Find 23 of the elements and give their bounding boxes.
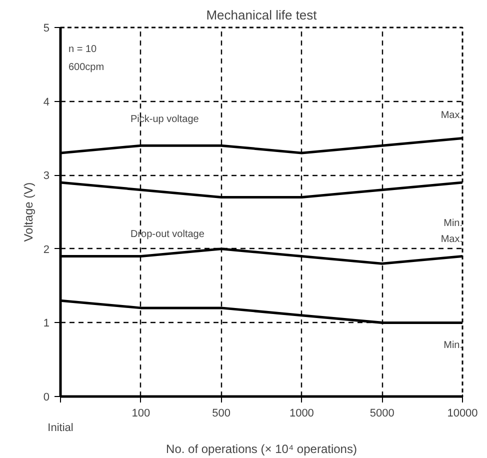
annotation: Max. xyxy=(440,234,462,245)
y-tick-label: 5 xyxy=(43,22,50,34)
y-axis-title: Voltage (V) xyxy=(21,182,36,242)
annotation: n = 10 xyxy=(68,44,98,55)
x-tick-label: 100 xyxy=(132,408,150,420)
annotation: 600cpm xyxy=(68,62,104,73)
annotation: Min. xyxy=(444,218,463,229)
chart-title: Mechanical life test xyxy=(206,8,318,22)
y-tick-label: 3 xyxy=(43,170,50,182)
x-tick-label: 10000 xyxy=(447,408,478,420)
x-tick-label: 1000 xyxy=(289,408,314,420)
annotation: Min. xyxy=(444,340,463,351)
annotation: Max. xyxy=(440,110,462,121)
annotation: Drop-out voltage xyxy=(130,229,205,240)
x-axis-title: No. of operations (× 10⁴ operations) xyxy=(166,442,357,456)
y-tick-label: 4 xyxy=(43,96,50,108)
y-tick-label: 2 xyxy=(43,244,50,256)
x-tick-label: Initial xyxy=(48,422,74,434)
y-tick-label: 1 xyxy=(43,318,50,330)
x-tick-label: 5000 xyxy=(370,408,394,420)
annotation: Pick-up voltage xyxy=(130,114,200,125)
x-tick-label: 500 xyxy=(212,408,230,420)
y-tick-label: 0 xyxy=(43,392,50,404)
